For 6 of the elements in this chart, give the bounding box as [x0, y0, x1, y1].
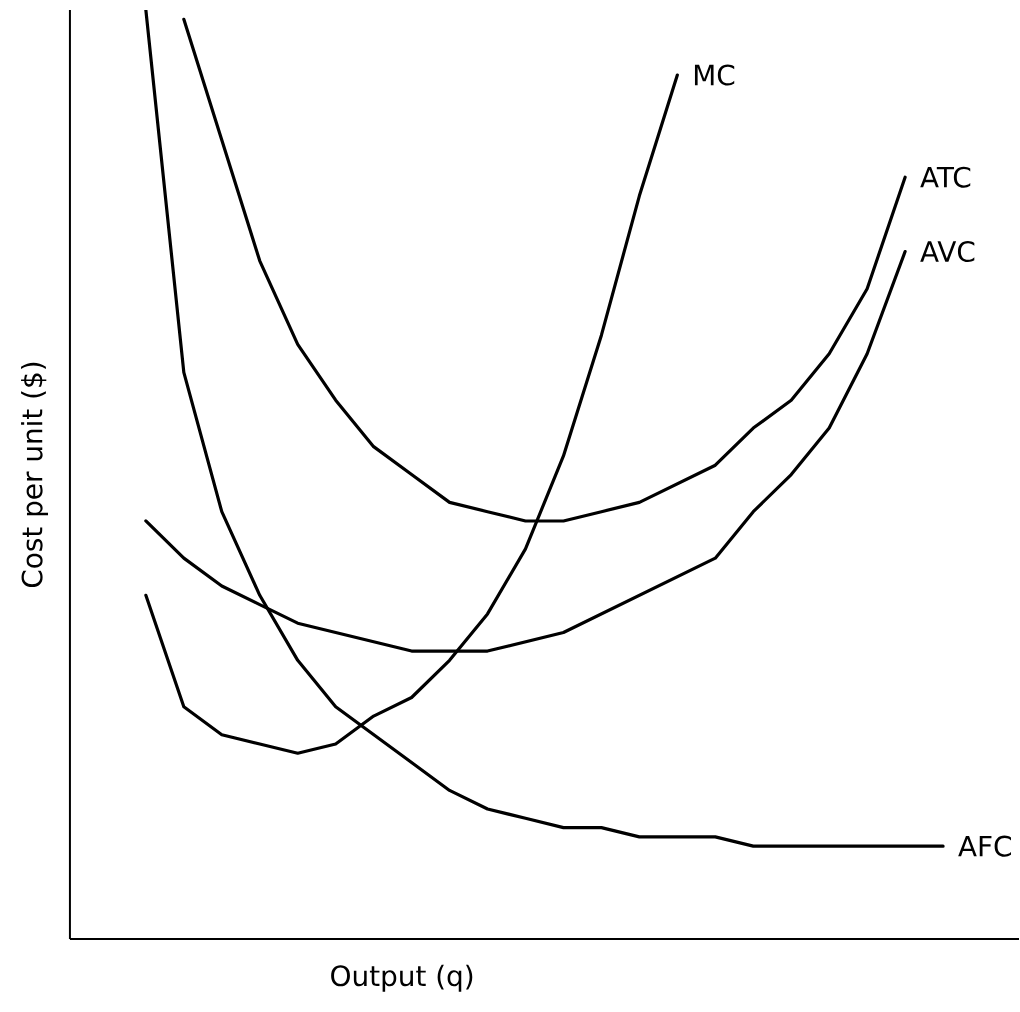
series-label: ATC — [920, 166, 971, 188]
y-axis-title: Cost per unit ($) — [21, 362, 49, 588]
series-label: AVC — [920, 240, 975, 263]
series-label: AFC — [958, 835, 1011, 857]
x-axis-title: Output (q) — [331, 964, 473, 992]
series-label: MC — [694, 64, 735, 86]
